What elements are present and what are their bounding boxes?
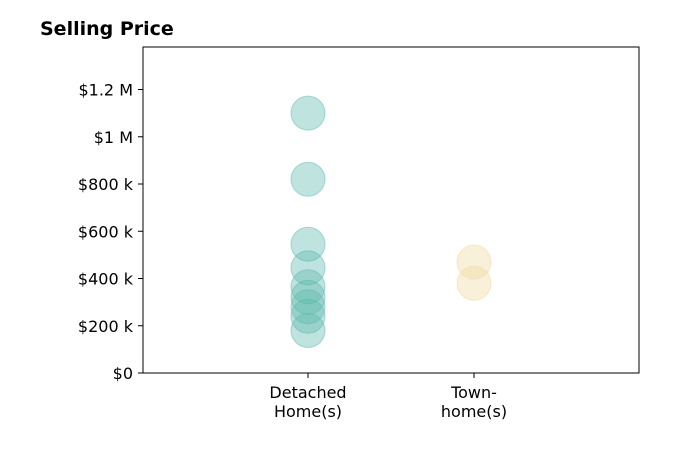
y-tick-label: $1.2 M	[78, 81, 133, 100]
data-point	[290, 95, 326, 131]
y-tick-label: $600 k	[78, 222, 134, 241]
chart-title: Selling Price	[40, 18, 174, 40]
data-point	[290, 250, 326, 286]
plot-area	[290, 95, 492, 348]
x-tick-label: Detached Home(s)	[269, 383, 346, 421]
data-point	[290, 161, 326, 197]
y-axis: $0 $200 k $400 k $600 k $800 k $1 M $1.2 M	[78, 81, 143, 383]
y-tick-label: $200 k	[78, 317, 134, 336]
x-tick-label: Town-home(s)	[441, 383, 507, 421]
data-point	[290, 312, 326, 348]
data-point	[290, 269, 326, 305]
y-tick-label: $0	[113, 364, 133, 383]
data-point	[290, 279, 326, 315]
data-point	[290, 298, 326, 334]
plot-frame	[142, 46, 640, 374]
y-tick-label: $800 k	[78, 175, 134, 194]
y-tick-label: $1 M	[94, 128, 133, 147]
data-point	[456, 265, 492, 301]
data-point	[456, 244, 492, 280]
y-tick-label: $400 k	[78, 270, 134, 289]
x-axis: Detached Home(s) Town-home(s)	[269, 373, 507, 421]
